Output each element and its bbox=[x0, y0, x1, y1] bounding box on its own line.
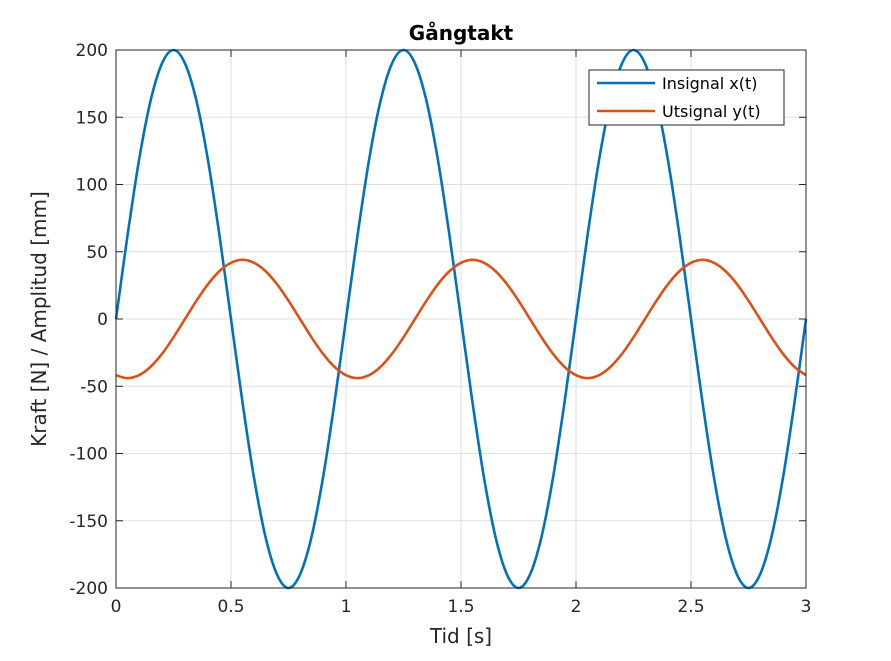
x-tick-label: 2.5 bbox=[677, 597, 704, 617]
y-tick-labels: -200 -150 -100 -50 0 50 100 150 200 bbox=[69, 41, 108, 599]
x-axis-label: Tid [s] bbox=[429, 624, 492, 648]
y-tick-label: 100 bbox=[76, 176, 108, 196]
y-tick-label: 200 bbox=[76, 41, 108, 61]
y-tick-label: 50 bbox=[86, 243, 108, 263]
legend-label-utsignal: Utsignal y(t) bbox=[662, 102, 761, 121]
legend-box bbox=[588, 69, 785, 126]
series-line-utsignal bbox=[115, 258, 807, 380]
y-tick-label: -50 bbox=[80, 377, 108, 397]
y-tick-label: -150 bbox=[69, 512, 108, 532]
x-tick-labels: 0 0.5 1 1.5 2 2.5 3 bbox=[111, 597, 812, 617]
y-tick-label: 150 bbox=[76, 108, 108, 128]
series-layer bbox=[114, 48, 808, 590]
tick-marks bbox=[115, 49, 807, 589]
y-tick-label: 0 bbox=[97, 310, 108, 330]
x-tick-label: 0 bbox=[111, 597, 122, 617]
series-line-insignal bbox=[114, 48, 808, 590]
chart-title: Gångtakt bbox=[409, 21, 514, 45]
x-tick-label: 1.5 bbox=[447, 597, 474, 617]
x-tick-label: 3 bbox=[801, 597, 812, 617]
x-tick-label: 0.5 bbox=[217, 597, 244, 617]
x-tick-label: 1 bbox=[341, 597, 352, 617]
x-tick-label: 2 bbox=[571, 597, 582, 617]
y-tick-label: -200 bbox=[69, 579, 108, 599]
y-axis-label: Kraft [N] / Amplitud [mm] bbox=[27, 191, 51, 447]
legend: Insignal x(t) Utsignal y(t) bbox=[588, 69, 785, 126]
legend-label-insignal: Insignal x(t) bbox=[662, 74, 758, 93]
y-tick-label: -100 bbox=[69, 445, 108, 465]
